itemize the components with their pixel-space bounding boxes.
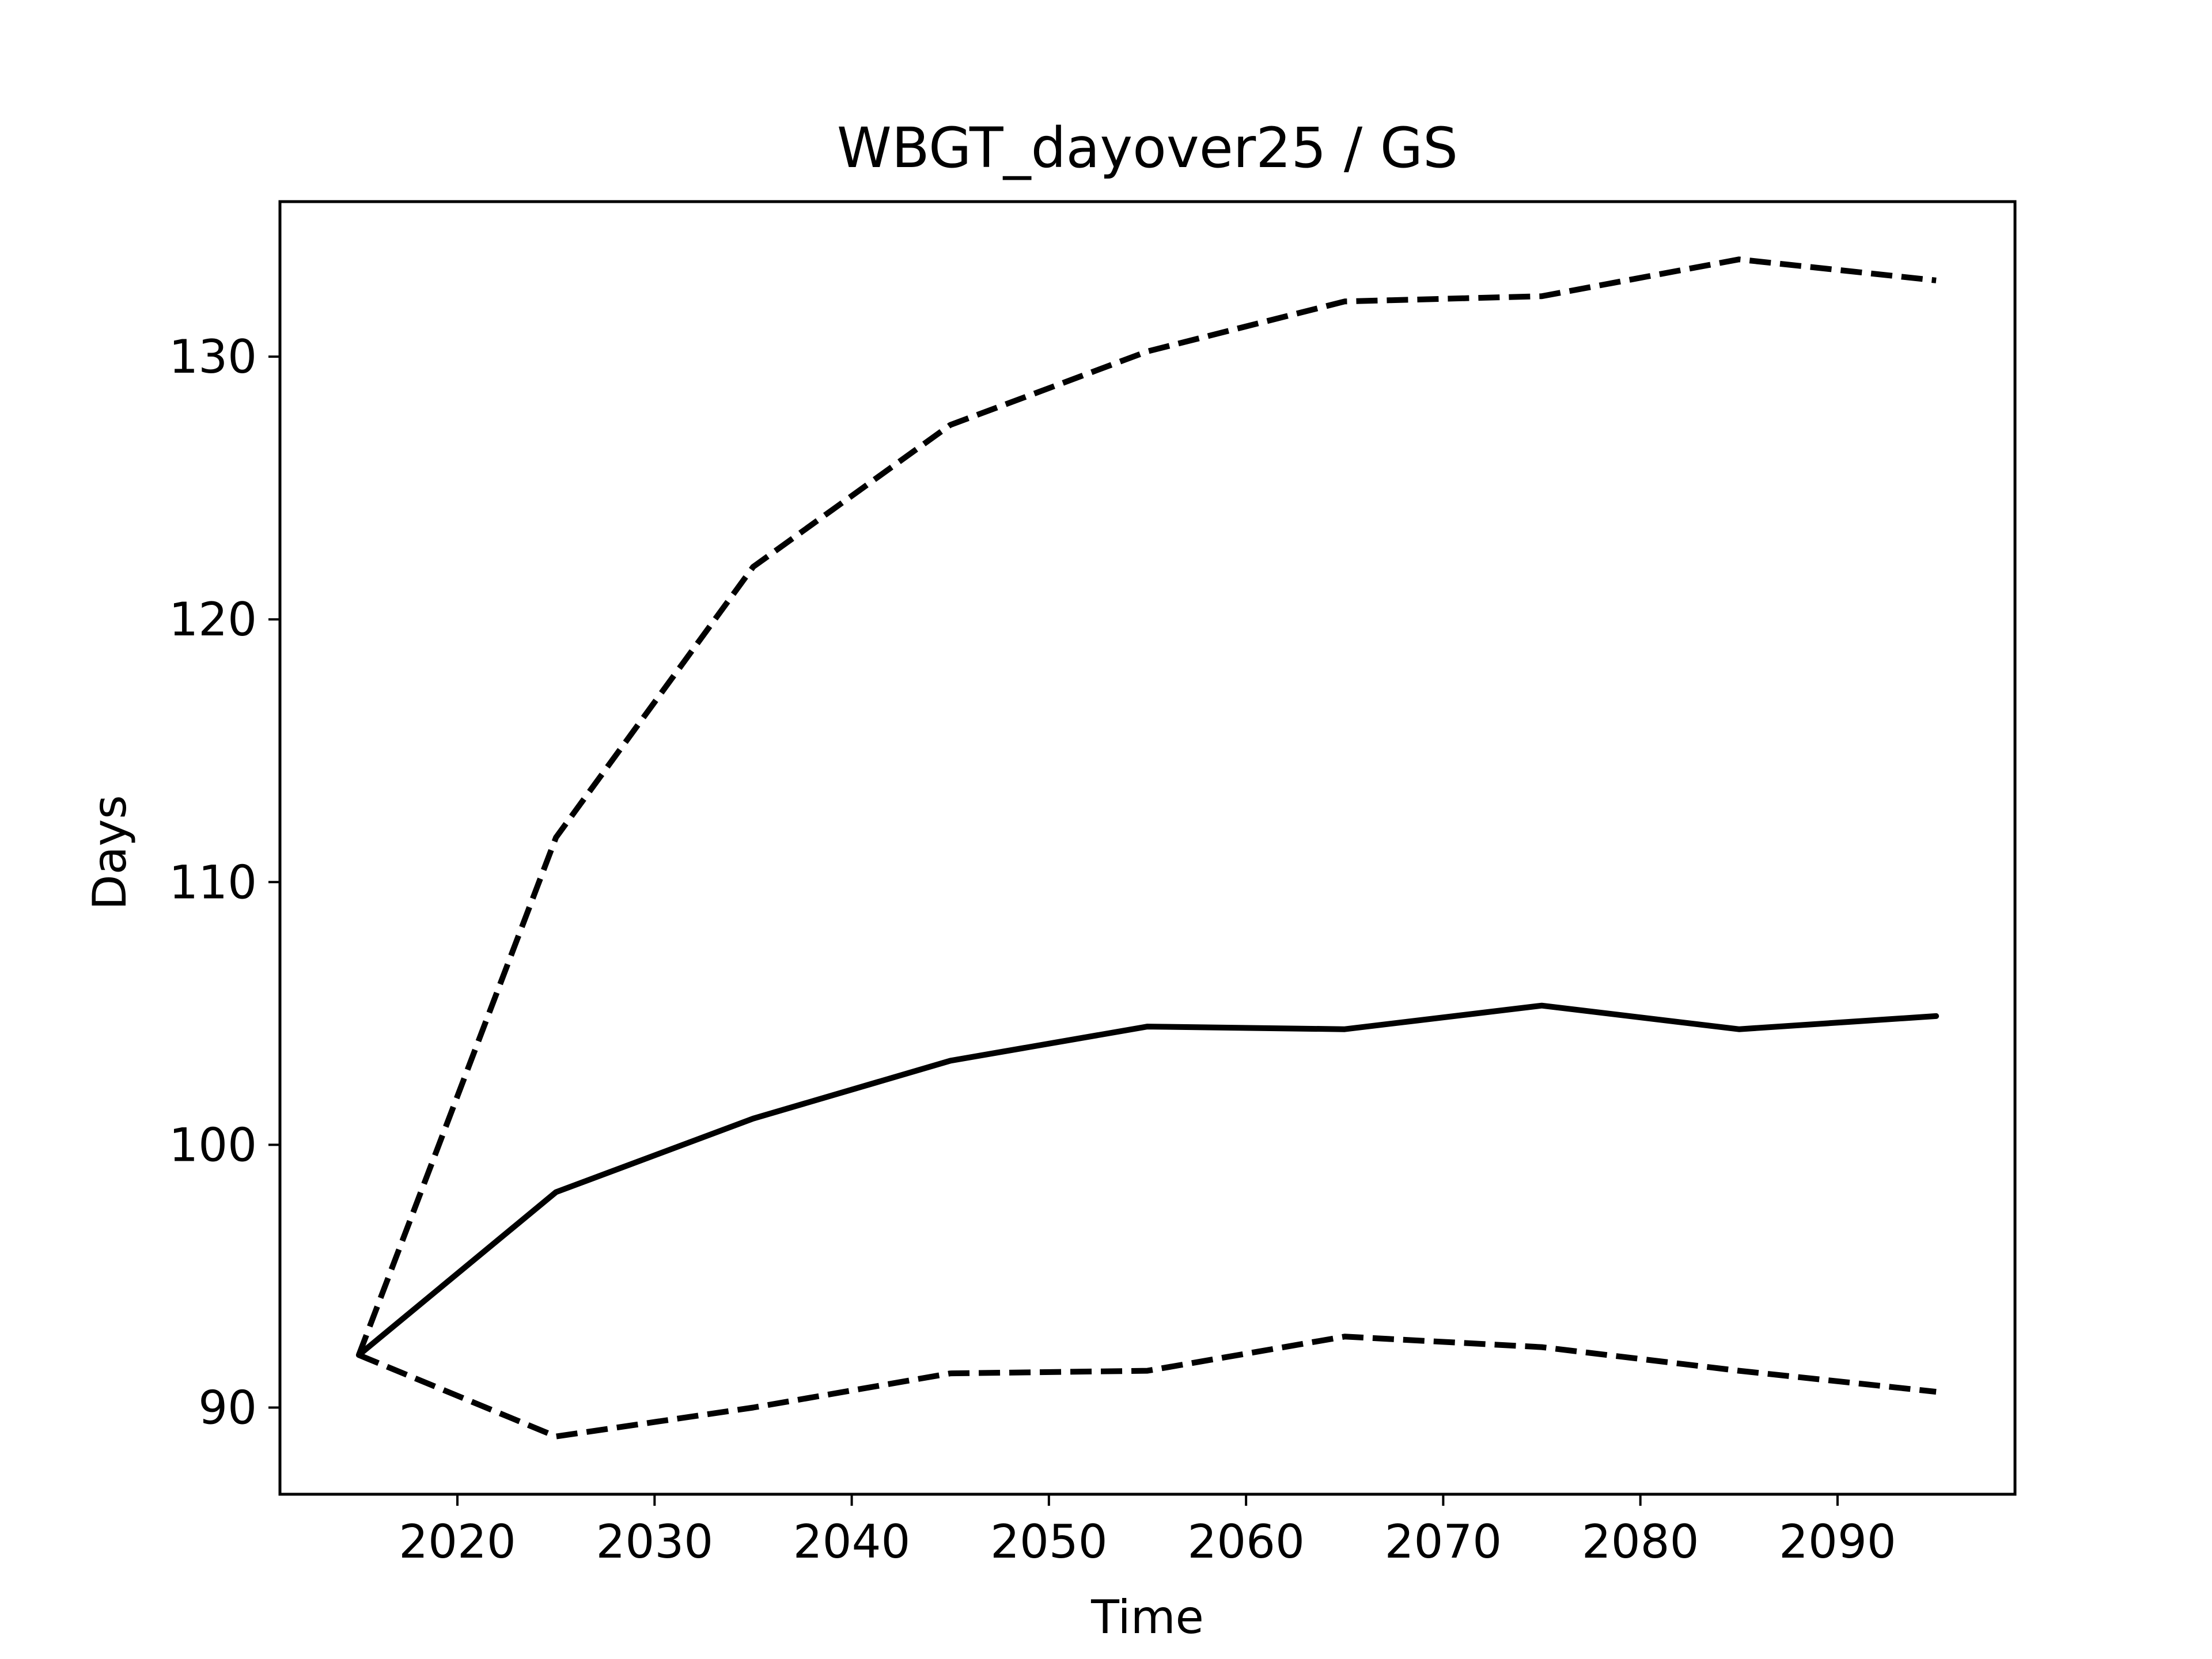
plot-series (355, 256, 1940, 1440)
chart-title: WBGT_dayover25 / GS (837, 116, 1458, 180)
y-axis-label: Days (83, 795, 137, 910)
series-line-2 (355, 1002, 1940, 1358)
plot-frame (278, 200, 2017, 1496)
x-axis-ticks: 2020 2030 2040 2050 2060 2070 2080 2090 (399, 1494, 1896, 1569)
x-tick-label: 2050 (990, 1515, 1108, 1569)
x-tick-label: 2090 (1779, 1515, 1896, 1569)
y-tick-label: 100 (169, 1118, 257, 1172)
x-tick-label: 2040 (793, 1515, 911, 1569)
x-tick-label: 2080 (1582, 1515, 1699, 1569)
y-tick-label: 110 (169, 855, 257, 909)
series-line-1 (356, 256, 1937, 1357)
y-tick-label: 130 (169, 330, 257, 384)
y-tick-label: 120 (169, 593, 257, 646)
x-tick-label: 2070 (1385, 1515, 1502, 1569)
x-tick-label: 2030 (596, 1515, 714, 1569)
x-axis-label: Time (1090, 1590, 1204, 1644)
y-axis-ticks: 90 100 110 120 130 (169, 330, 280, 1434)
y-tick-label: 90 (198, 1381, 257, 1434)
x-tick-label: 2060 (1187, 1515, 1305, 1569)
x-tick-label: 2020 (399, 1515, 516, 1569)
series-line-3 (357, 1334, 1937, 1440)
